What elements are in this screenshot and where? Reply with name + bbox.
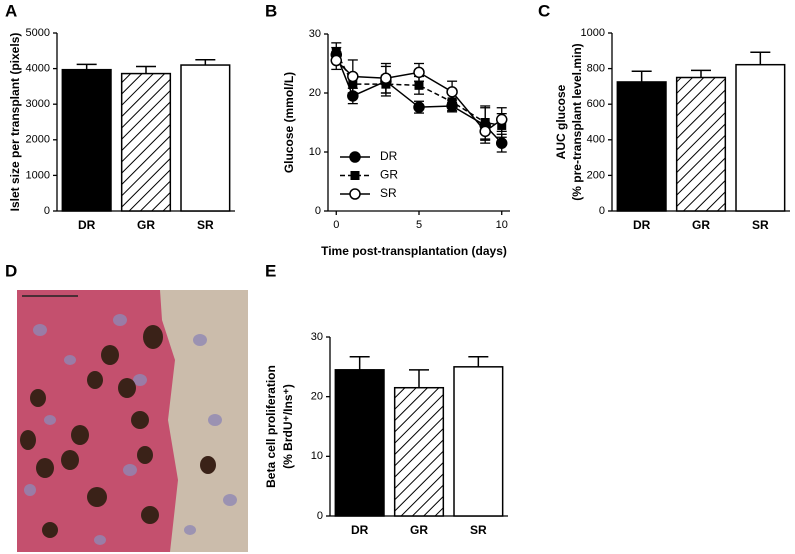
bar bbox=[453, 366, 504, 517]
marker bbox=[348, 79, 358, 89]
panel-letter: E bbox=[265, 261, 276, 280]
panel-letter: D bbox=[5, 261, 17, 280]
bar bbox=[334, 369, 385, 517]
y-tick-label: 0 bbox=[315, 205, 321, 217]
x-tick-label: GR bbox=[410, 523, 428, 537]
marker bbox=[497, 120, 507, 130]
legend-marker bbox=[349, 151, 361, 163]
marker bbox=[414, 80, 424, 90]
marker bbox=[381, 79, 391, 89]
x-tick-label: DR bbox=[633, 218, 651, 232]
x-tick-label: 5 bbox=[416, 219, 422, 231]
bar bbox=[180, 64, 231, 212]
marker bbox=[330, 54, 343, 67]
x-tick-label: DR bbox=[78, 218, 96, 232]
x-tick-label: GR bbox=[692, 218, 710, 232]
y-tick-label: 4000 bbox=[26, 63, 50, 75]
panel-letter: C bbox=[538, 1, 550, 20]
marker bbox=[495, 137, 508, 149]
x-axis-label: Time post-transplantation (days) bbox=[321, 244, 507, 258]
bar bbox=[120, 72, 172, 212]
panel-letter: B bbox=[265, 1, 277, 20]
panel-letter: A bbox=[5, 1, 17, 20]
y-tick-label: 2000 bbox=[26, 134, 50, 146]
y-axis-label: (% pre-transplant level.min) bbox=[570, 43, 584, 200]
x-tick-label: SR bbox=[197, 218, 214, 232]
bar bbox=[735, 63, 786, 212]
marker bbox=[380, 72, 392, 84]
y-tick-label: 800 bbox=[587, 63, 605, 75]
y-tick-label: 5000 bbox=[26, 27, 50, 39]
x-tick-label: 0 bbox=[333, 219, 339, 231]
marker bbox=[447, 97, 457, 107]
legend-label: SR bbox=[380, 186, 397, 200]
legend-marker bbox=[350, 171, 360, 180]
x-tick-label: SR bbox=[470, 523, 487, 537]
y-tick-label: 10 bbox=[309, 146, 321, 158]
y-tick-label: 0 bbox=[599, 205, 605, 217]
y-tick-label: 10 bbox=[311, 450, 323, 462]
marker bbox=[480, 118, 490, 127]
marker bbox=[347, 70, 359, 83]
y-tick-label: 20 bbox=[311, 391, 323, 403]
y-axis-label: (% BrdU⁺/Ins⁺) bbox=[281, 384, 295, 469]
y-tick-label: 3000 bbox=[26, 98, 50, 110]
legend-label: DR bbox=[380, 149, 398, 163]
y-tick-label: 400 bbox=[587, 134, 605, 146]
y-tick-label: 20 bbox=[309, 87, 321, 99]
y-tick-label: 1000 bbox=[581, 27, 605, 39]
y-tick-label: 0 bbox=[44, 205, 50, 217]
marker bbox=[413, 101, 425, 113]
x-tick-label: GR bbox=[137, 218, 155, 232]
bar bbox=[61, 68, 112, 212]
marker bbox=[331, 47, 341, 57]
y-tick-label: 600 bbox=[587, 98, 605, 110]
y-axis-label: Beta cell proliferation bbox=[264, 365, 278, 488]
y-axis-label: Islet size per transplant (pixels) bbox=[8, 33, 22, 212]
legend-marker bbox=[349, 188, 361, 200]
x-tick-label: SR bbox=[752, 218, 769, 232]
y-tick-label: 30 bbox=[311, 331, 323, 343]
y-tick-label: 30 bbox=[309, 28, 321, 40]
marker bbox=[413, 66, 425, 79]
y-axis-label: Glucose (mmol/L) bbox=[282, 72, 296, 173]
y-tick-label: 0 bbox=[317, 510, 323, 522]
marker bbox=[446, 86, 458, 98]
y-tick-label: 1000 bbox=[26, 169, 50, 181]
x-tick-label: DR bbox=[351, 523, 369, 537]
x-tick-label: 10 bbox=[496, 219, 508, 231]
y-axis-label: AUC glucose bbox=[554, 84, 568, 159]
marker bbox=[495, 113, 508, 126]
y-tick-label: 200 bbox=[587, 169, 605, 181]
bar bbox=[675, 76, 727, 212]
micrograph bbox=[17, 290, 248, 552]
marker bbox=[479, 125, 491, 138]
marker bbox=[347, 90, 359, 102]
legend-label: GR bbox=[380, 168, 398, 182]
bar bbox=[393, 386, 445, 517]
bar bbox=[616, 81, 667, 212]
